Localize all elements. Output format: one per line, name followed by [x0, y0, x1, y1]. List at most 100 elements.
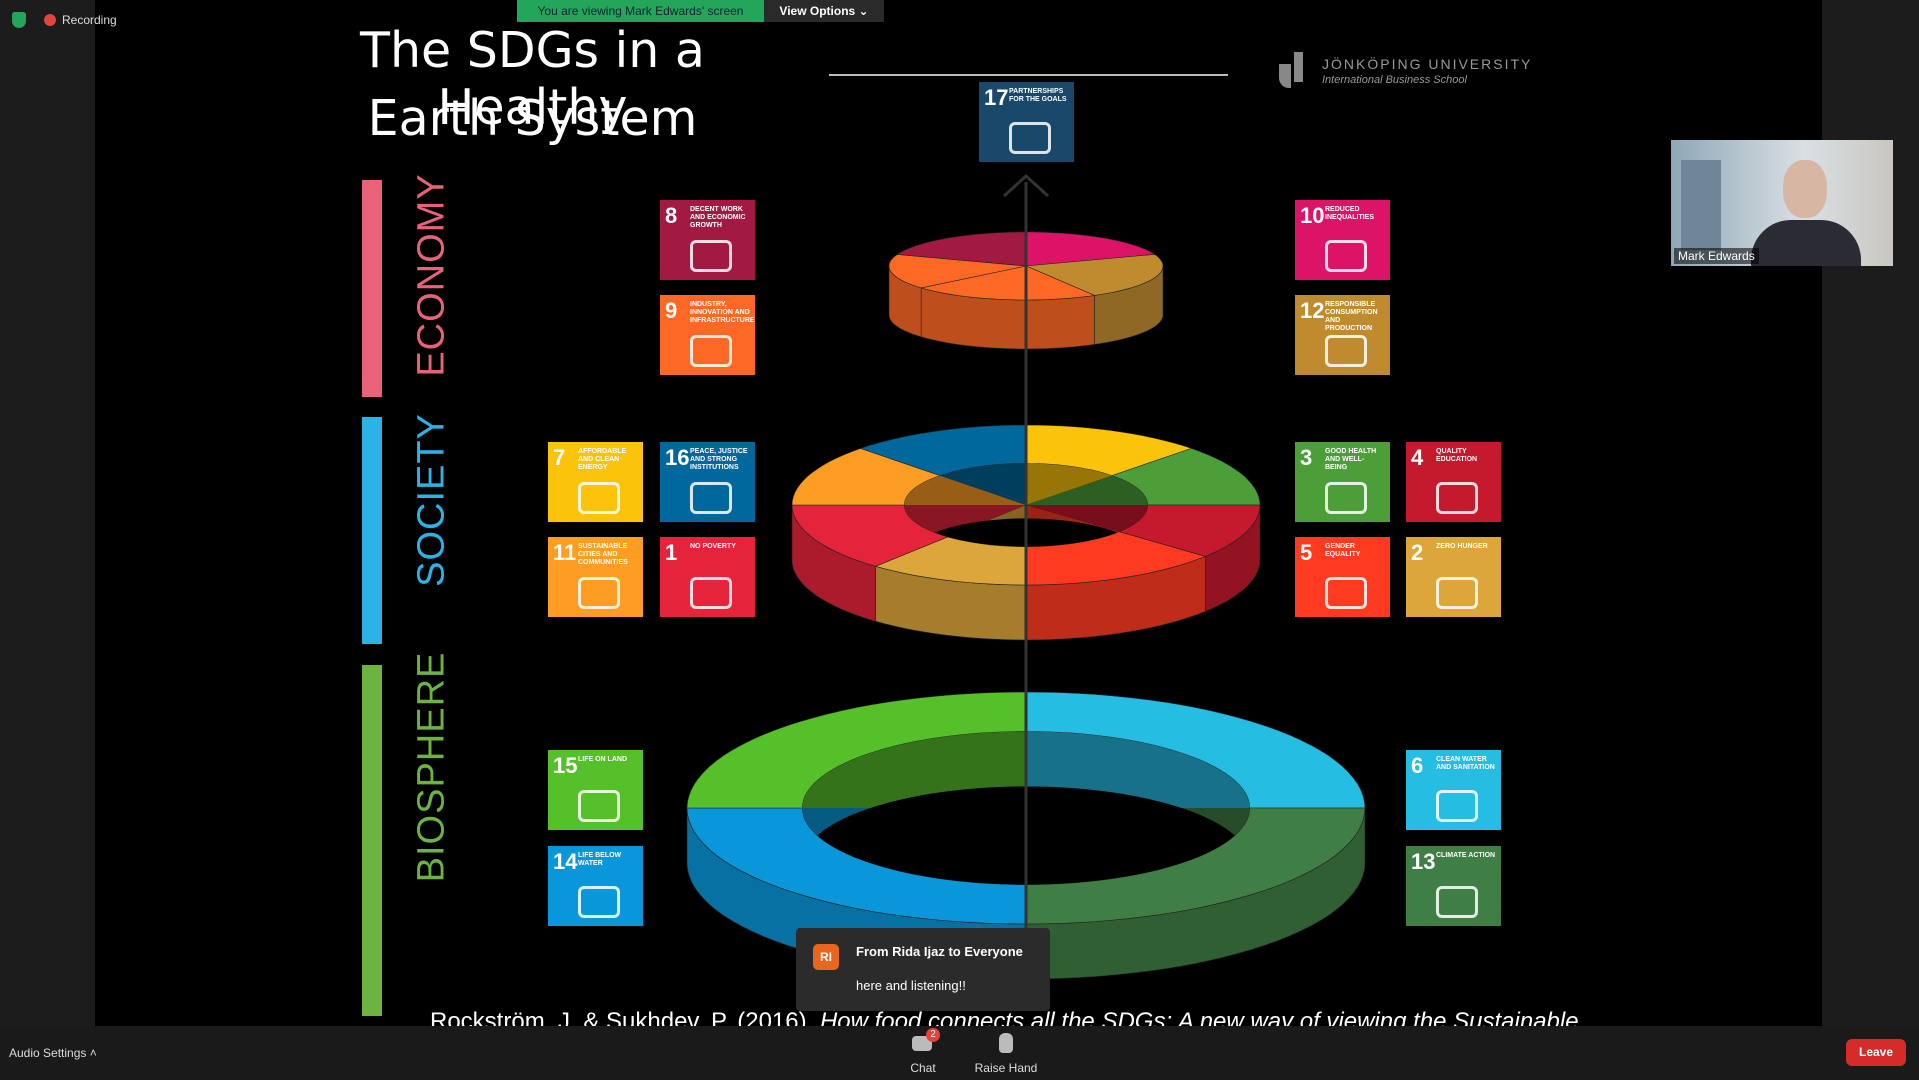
sdg-tile: 14 LIFE BELOW WATER: [548, 846, 643, 926]
goal-icon: [578, 577, 620, 609]
goal-number: 12: [1300, 298, 1325, 323]
goal-number: 8: [665, 203, 678, 228]
audio-settings[interactable]: Audio Settings ˄: [9, 1046, 97, 1060]
goal-icon: [1325, 577, 1367, 609]
sdg-tile: 6 CLEAN WATER AND SANITATION: [1406, 750, 1501, 830]
society-bar: [362, 417, 382, 644]
audio-settings-label[interactable]: Audio Settings: [9, 1046, 87, 1060]
goal-icon: [1436, 577, 1478, 609]
goal-icon: [1325, 482, 1367, 514]
title-rule: [829, 74, 1228, 76]
goal-icon: [1436, 790, 1478, 822]
window: [1681, 160, 1721, 250]
ring-top: [921, 265, 1096, 301]
goal-title: ZERO HUNGER: [1436, 543, 1488, 550]
goal-number: 16: [665, 445, 690, 470]
goal-title: LIFE BELOW WATER: [578, 852, 622, 867]
goal-number: 11: [553, 540, 577, 565]
sdg-tile: 15 LIFE ON LAND: [548, 750, 643, 830]
sdg-tile: 13 CLIMATE ACTION: [1406, 846, 1501, 926]
goal-number: 3: [1300, 445, 1313, 470]
person-body: [1751, 220, 1861, 266]
share-banner: You are viewing Mark Edwards' screen: [517, 0, 764, 22]
ring-top: [888, 254, 1027, 289]
goal-title: NO POVERTY: [690, 543, 736, 550]
view-options[interactable]: View Options ⌄: [764, 0, 884, 22]
goal-title: QUALITY EDUCATION: [1436, 448, 1478, 463]
shared-slide: The SDGs in a Healthy Earth System JÖNKÖ…: [95, 0, 1822, 1026]
sdg-tile: 2 ZERO HUNGER: [1406, 537, 1501, 617]
logo-name: JÖNKÖPING UNIVERSITY: [1322, 56, 1533, 72]
chat-message: here and listening!!: [856, 978, 966, 993]
raise-hand-button[interactable]: Raise Hand: [974, 1061, 1038, 1075]
sdg-tile: 5 GENDER EQUALITY: [1295, 537, 1390, 617]
goal-title: SUSTAINABLE CITIES AND COMMUNITIES: [578, 543, 628, 566]
recording-label[interactable]: Recording: [62, 13, 117, 27]
ring-inner-wall: [802, 731, 1026, 808]
goal-number: 5: [1300, 540, 1313, 565]
goal-number: 1: [665, 540, 678, 565]
goal-icon: [690, 240, 732, 272]
ring-top: [1025, 231, 1156, 267]
sdg-tile: 3 GOOD HEALTH AND WELL-BEING: [1295, 442, 1390, 522]
security-icon[interactable]: [12, 12, 26, 28]
goal-number: 2: [1411, 540, 1424, 565]
recording-dot: [44, 14, 56, 26]
goal-title: GOOD HEALTH AND WELL-BEING: [1325, 448, 1377, 471]
ring-top: [1025, 254, 1164, 296]
goal-title: CLEAN WATER AND SANITATION: [1436, 756, 1495, 771]
goal-icon: [1325, 240, 1367, 272]
video-tile[interactable]: Mark Edwards: [1671, 140, 1893, 266]
ring-inner-wall: [1026, 505, 1148, 532]
goal-number: 7: [553, 445, 566, 470]
chat-popup[interactable]: RI From Rida Ijaz to Everyone here and l…: [796, 928, 1050, 1011]
goal-icon: [1436, 482, 1478, 514]
chat-avatar: RI: [813, 944, 839, 970]
goal-number: 9: [665, 298, 678, 323]
goal-title: GENDER EQUALITY: [1325, 543, 1361, 558]
slide-title: The SDGs in a Healthy: [360, 22, 705, 136]
level-label: SOCIETY: [410, 413, 453, 587]
goal-icon: [1436, 886, 1478, 918]
goal-icon: [1009, 122, 1051, 154]
sdg-tile: 17 PARTNERSHIPS FOR THE GOALS: [979, 82, 1074, 162]
goal-number: 13: [1411, 849, 1436, 874]
citation-title: How food connects all the SDGs: A new wa…: [819, 1008, 1579, 1026]
logo-school: International Business School: [1322, 74, 1467, 86]
logo-mark: [1279, 52, 1305, 88]
slide-title: Earth System: [367, 90, 698, 147]
chat-button[interactable]: Chat: [910, 1061, 936, 1075]
ring-inner-wall: [940, 463, 1026, 505]
goal-number: 17: [984, 85, 1009, 110]
goal-number: 6: [1411, 753, 1424, 778]
person-head: [1783, 160, 1827, 218]
goal-number: 14: [553, 849, 578, 874]
goal-icon: [578, 886, 620, 918]
hand-icon[interactable]: [999, 1033, 1013, 1053]
goal-icon: [690, 577, 732, 609]
sdg-tile: 10 REDUCED INEQUALITIES: [1295, 200, 1390, 280]
citation-authors: Rockström, J. & Sukhdev, P. (2016).: [430, 1008, 814, 1026]
ring-top: [896, 231, 1027, 267]
toolbar: Audio Settings ˄ 2 Chat Raise Hand Leave: [0, 1026, 1919, 1080]
view-options-label[interactable]: View Options: [779, 4, 856, 18]
leave-button[interactable]: Leave: [1846, 1039, 1906, 1066]
sdg-rings: [686, 173, 1366, 1010]
goal-icon: [578, 482, 620, 514]
goal-icon: [690, 482, 732, 514]
chat-header: From Rida Ijaz to Everyone: [856, 944, 1023, 959]
sdg-tile: 7 AFFORDABLE AND CLEAN ENERGY: [548, 442, 643, 522]
goal-title: DECENT WORK AND ECONOMIC GROWTH: [690, 206, 746, 229]
goal-title: RESPONSIBLE CONSUMPTION AND PRODUCTION: [1325, 301, 1378, 332]
biosphere-bar: [362, 665, 382, 1016]
goal-title: PEACE, JUSTICE AND STRONG INSTITUTIONS: [690, 448, 748, 471]
goal-title: INDUSTRY, INNOVATION AND INFRASTRUCTURE: [690, 301, 755, 324]
ring-inner-wall: [904, 505, 1026, 537]
economy-bar: [362, 180, 382, 397]
chat-badge: 2: [926, 1028, 940, 1042]
sdg-tile: 11 SUSTAINABLE CITIES AND COMMUNITIES: [548, 537, 643, 617]
citation: Rockström, J. & Sukhdev, P. (2016). How …: [430, 1008, 1579, 1026]
sdg-tile: 8 DECENT WORK AND ECONOMIC GROWTH: [660, 200, 755, 280]
sdg-tile: 12 RESPONSIBLE CONSUMPTION AND PRODUCTION: [1295, 295, 1390, 375]
